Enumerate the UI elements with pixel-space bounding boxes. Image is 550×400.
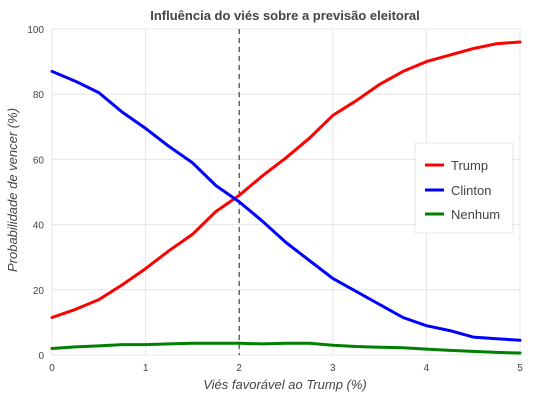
y-tick-label: 60 <box>33 155 45 166</box>
legend-label-nenhum: Nenhum <box>451 207 500 222</box>
series-layer <box>50 40 522 355</box>
y-tick-label: 80 <box>33 90 45 101</box>
plot-frame <box>51 28 521 356</box>
x-tick-label: 4 <box>424 363 430 374</box>
legend-label-clinton: Clinton <box>451 183 491 198</box>
y-tick-label: 40 <box>33 221 45 232</box>
y-tick-label: 20 <box>33 286 45 297</box>
x-tick-label: 3 <box>330 363 336 374</box>
series-line-trump <box>50 40 522 319</box>
tick-labels: 0 1 2 3 4 5 0 20 40 60 80 100 <box>27 25 523 374</box>
chart-title: Influência do viés sobre a previsão elei… <box>150 8 420 23</box>
y-tick-label: 0 <box>38 351 44 362</box>
x-tick-label: 5 <box>517 363 523 374</box>
x-tick-label: 0 <box>49 363 55 374</box>
x-axis-label: Viés favorável ao Trump (%) <box>203 377 367 392</box>
x-tick-label: 2 <box>236 363 242 374</box>
legend: Trump Clinton Nenhum <box>414 142 514 234</box>
y-tick-label: 100 <box>27 25 44 36</box>
x-tick-label: 1 <box>143 363 149 374</box>
legend-label-trump: Trump <box>451 158 488 173</box>
series-line-nenhum <box>50 341 522 355</box>
series-line-clinton <box>50 69 522 342</box>
legend-box <box>414 142 514 234</box>
y-axis-label: Probabilidade de vencer (%) <box>5 108 20 272</box>
